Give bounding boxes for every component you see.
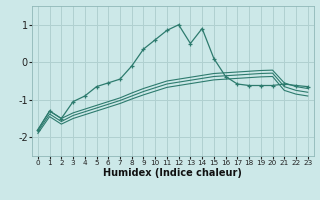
X-axis label: Humidex (Indice chaleur): Humidex (Indice chaleur): [103, 168, 242, 178]
